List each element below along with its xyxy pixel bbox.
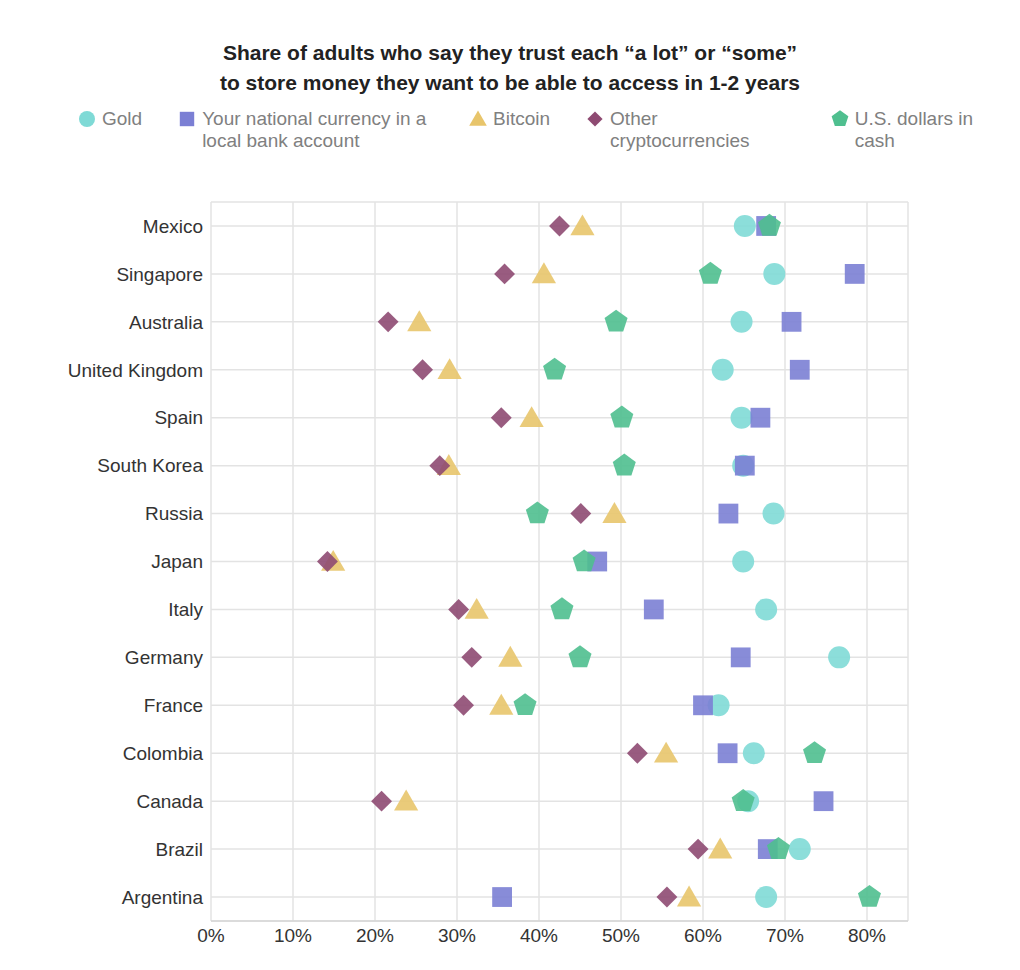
svg-text:0%: 0% [197, 925, 225, 946]
svg-text:Germany: Germany [125, 647, 204, 668]
svg-text:50%: 50% [602, 925, 640, 946]
html-text:Other cryptocurrencies: Other cryptocurrencies [610, 108, 750, 151]
svg-text:Brazil: Brazil [155, 839, 203, 860]
svg-text:Singapore: Singapore [116, 264, 203, 285]
svg-text:Italy: Italy [168, 599, 203, 620]
html-text:Your national currency in a lo: Your national currency in a local bank a… [202, 108, 427, 151]
html-text:U.S. dollars in cash: U.S. dollars in cash [854, 108, 974, 151]
svg-text:Colombia: Colombia [123, 743, 204, 764]
svg-text:United Kingdom: United Kingdom [68, 360, 203, 381]
svg-text:80%: 80% [848, 925, 886, 946]
html-text:Bitcoin: Bitcoin [493, 108, 551, 129]
svg-text:30%: 30% [438, 925, 476, 946]
svg-text:Russia: Russia [145, 503, 204, 524]
svg-text:60%: 60% [684, 925, 722, 946]
svg-text:Argentina: Argentina [122, 887, 204, 908]
html-text:Share of adults who say they t: Share of adults who say they trust each … [220, 41, 800, 94]
svg-text:France: France [144, 695, 203, 716]
html-text:Gold: Gold [102, 108, 143, 129]
svg-text:Spain: Spain [154, 407, 203, 428]
svg-text:Japan: Japan [151, 551, 203, 572]
svg-text:10%: 10% [274, 925, 312, 946]
svg-text:Mexico: Mexico [143, 216, 203, 237]
svg-text:70%: 70% [766, 925, 804, 946]
svg-text:40%: 40% [520, 925, 558, 946]
svg-text:South Korea: South Korea [97, 455, 203, 476]
svg-text:Canada: Canada [136, 791, 203, 812]
svg-text:20%: 20% [356, 925, 394, 946]
svg-text:Australia: Australia [129, 312, 203, 333]
